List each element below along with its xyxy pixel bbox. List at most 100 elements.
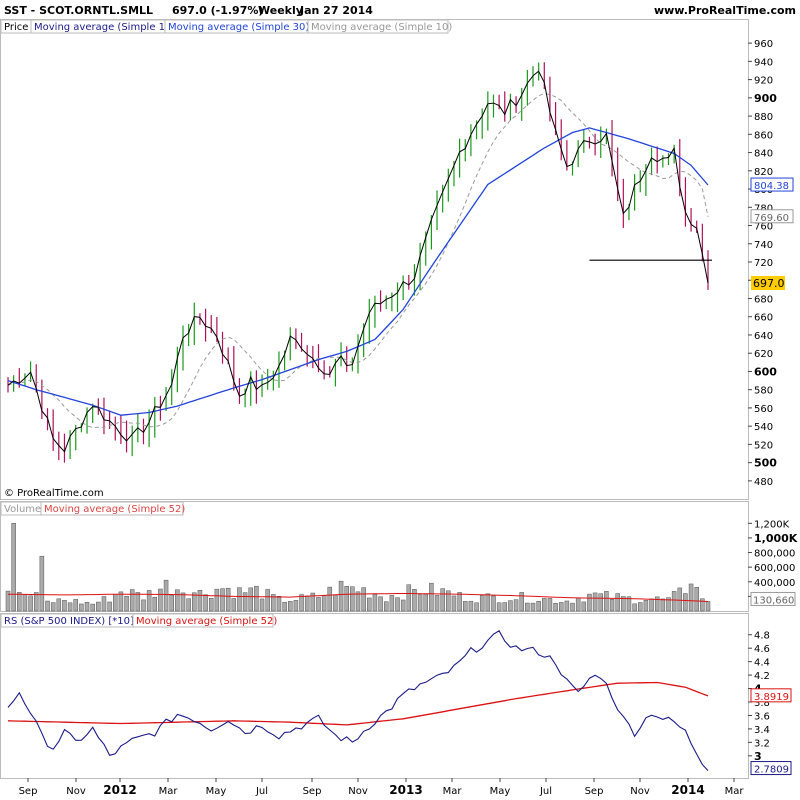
axis-tick-label: 660 (754, 313, 773, 324)
volume-bar (491, 595, 496, 612)
volume-bar (299, 594, 304, 612)
volume-bar (214, 588, 220, 612)
axis-tick-label: 740 (754, 240, 773, 251)
axis-tick-label: 400,000 (754, 578, 795, 589)
axis-tick-label: 960 (754, 39, 773, 50)
legend-ma1: Moving average (Simple 1) (34, 22, 169, 33)
time-axis-label: Nov (348, 786, 368, 797)
volume-panel[interactable] (0, 501, 749, 612)
volume-bar (654, 596, 660, 612)
volume-bar (124, 595, 129, 612)
price-legend: Price Moving average (Simple 1) Moving a… (0, 19, 452, 34)
axis-tick-label: 1,000K (754, 532, 798, 545)
volume-bar (39, 555, 45, 612)
volume-bar (175, 589, 180, 612)
axis-tick-label: 4.6 (754, 644, 770, 655)
volume-bar (33, 592, 39, 612)
volume-bar (79, 603, 84, 612)
axis-tick-label: 4.8 (754, 631, 770, 642)
volume-bar (694, 587, 699, 612)
volume-bar (479, 595, 485, 612)
volume-bar (321, 595, 327, 612)
volume-bar (84, 601, 90, 612)
volume-bar (220, 588, 225, 612)
price-candles (7, 62, 709, 463)
time-axis-label: Sep (19, 786, 38, 797)
volume-bar (621, 596, 626, 612)
volume-bar (626, 596, 632, 612)
volume-bar (282, 601, 287, 612)
volume-bar (474, 602, 479, 612)
axis-tick-label: 3 (754, 750, 762, 763)
axis-tick-label: 600 (754, 365, 777, 378)
volume-bar (129, 589, 135, 612)
time-axis-label: Jul (539, 786, 552, 797)
volume-bar (259, 598, 265, 612)
volume-ma-value-tag: 130,660 (753, 595, 794, 606)
volume-bar (28, 595, 33, 612)
volume-bar (632, 603, 637, 612)
legend-rs-ma: Moving average (Simple 52) (136, 616, 277, 627)
rs-panel[interactable] (0, 613, 749, 779)
volume-bar (513, 599, 519, 612)
volume-ma-line (7, 593, 709, 602)
time-axis-label: 2013 (389, 783, 422, 797)
volume-bar (169, 594, 174, 612)
volume-bar (180, 592, 186, 612)
volume-bar (333, 594, 338, 612)
axis-tick-label: 780 (754, 203, 773, 214)
volume-bar (542, 598, 547, 612)
volume-bar (45, 600, 50, 612)
rs-line (7, 630, 709, 771)
volume-bar (383, 601, 389, 612)
axis-tick-label: 720 (754, 258, 773, 269)
volume-bar (225, 587, 231, 612)
last-price-tag: 697.0 (753, 277, 785, 290)
axis-tick-label: 3.4 (754, 725, 770, 736)
volume-bar (141, 599, 146, 612)
period-text: Weekly (258, 4, 303, 17)
volume-bar (378, 596, 383, 612)
volume-bar (609, 599, 615, 612)
volume-bar (101, 596, 107, 612)
site-link[interactable]: www.ProRealTime.com (654, 4, 796, 17)
volume-bar (496, 602, 502, 612)
volume-bar (502, 602, 508, 612)
volume-bar (412, 589, 417, 612)
volume-bar (592, 592, 598, 612)
volume-bar (525, 602, 530, 612)
ma30-value-tag: 804.38 (754, 181, 789, 192)
time-axis-label: Sep (585, 786, 604, 797)
quote-text: 697.0 (-1.97%) (172, 4, 263, 17)
volume-bar (96, 601, 101, 612)
volume-bar (310, 592, 316, 612)
volume-bar (50, 602, 56, 612)
volume-tags: 130,660 (750, 591, 796, 606)
axis-tick-label: 520 (754, 440, 773, 451)
volume-bar (575, 597, 581, 612)
volume-bar (468, 600, 474, 612)
time-axis: Sep Nov 2012 Mar May Jul Sep Nov 2013 Mar May Jul Se… (19, 778, 744, 797)
volume-bar (350, 586, 355, 612)
volume-bar (666, 597, 671, 612)
volume-bar (671, 591, 677, 612)
axis-tick-label: 580 (754, 386, 773, 397)
axis-tick-label: 600,000 (754, 563, 795, 574)
volume-bar (638, 602, 643, 612)
volume-bar (107, 601, 112, 612)
axis-tick-label: 640 (754, 331, 773, 342)
volume-bar (581, 601, 587, 612)
axis-tick-label: 940 (754, 57, 773, 68)
axis-tick-label: 760 (754, 222, 773, 233)
volume-bar (423, 593, 428, 612)
volume-bar (135, 592, 141, 612)
volume-bar (152, 597, 158, 612)
volume-bar (451, 595, 457, 612)
volume-bar (118, 591, 124, 612)
rs-axis: 4.84.64.44.243.83.63.43.23 (748, 631, 770, 763)
volume-bar (649, 598, 654, 612)
volume-bar (288, 601, 293, 612)
rs-tags: 3.8919 2.7809 (750, 688, 792, 776)
axis-tick-label: 500 (754, 457, 777, 470)
